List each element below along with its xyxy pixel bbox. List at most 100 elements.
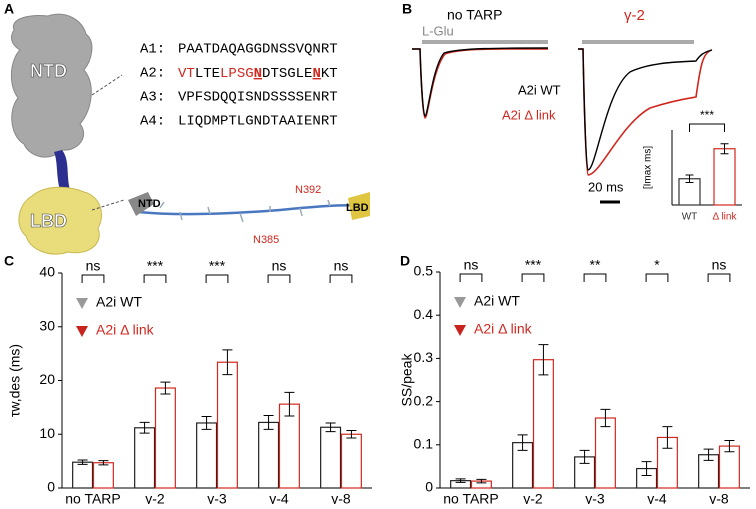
x-tick-label: γ-2: [523, 491, 543, 504]
sig-bracket: [267, 274, 291, 283]
error-bar: [685, 174, 694, 183]
bar: [72, 461, 94, 489]
structure-label: LBD: [346, 202, 369, 214]
x-tick-label: no TARP: [65, 491, 121, 504]
ntd-model: [128, 192, 154, 216]
sig-bracket: [329, 274, 353, 283]
error-bar: [263, 414, 274, 430]
seq-text: VTLTELPSGNDTSGLENKT: [178, 66, 338, 82]
y-axis-label: [Imax ms]: [643, 146, 654, 190]
structure-label: N385: [253, 234, 279, 246]
seq-label: A3:: [140, 90, 165, 106]
x-tick-label: no TARP: [443, 491, 499, 504]
panel-label: C: [4, 253, 14, 269]
y-tick-label: 0.4: [414, 306, 434, 322]
sig-bracket: [521, 273, 545, 282]
y-axis-label: SS/peak: [399, 353, 415, 407]
x-tick-label: γ-8: [709, 491, 729, 504]
x-tick-label: γ-3: [207, 491, 227, 504]
seq-seg: LTE: [195, 66, 220, 82]
error-bar: [222, 349, 233, 376]
x-tick-label: γ-2: [145, 491, 165, 504]
legend-marker: [76, 298, 88, 309]
sig-label: ***: [147, 258, 164, 274]
error-bar: [517, 434, 528, 451]
zoom-line: [91, 74, 123, 96]
x-tick-label: γ-4: [647, 491, 667, 504]
error-bar: [579, 449, 590, 464]
panel-label: B: [402, 1, 412, 17]
seq-seg: N: [254, 66, 262, 82]
ntd-surface: [11, 13, 93, 158]
sig-bracket: [707, 273, 731, 282]
agonist-label: L-Glu: [422, 23, 454, 38]
bar: [594, 417, 616, 489]
linker: [54, 150, 71, 196]
error-bar: [98, 460, 109, 466]
bar: [320, 426, 342, 489]
legend-label: A2i Δ link: [96, 322, 155, 338]
side-chains: [159, 199, 331, 223]
y-tick-label: 0.3: [414, 349, 434, 365]
sig-label: ***: [525, 257, 542, 273]
trace-title: no TARP: [447, 7, 503, 23]
error-bar: [720, 143, 729, 155]
seq-seg: KT: [321, 66, 338, 82]
legend-marker: [76, 326, 88, 337]
sig-label: ns: [86, 258, 101, 274]
y-tick-label: 0: [425, 479, 433, 495]
y-tick-label: 10: [39, 425, 55, 441]
error-bar: [346, 429, 357, 439]
sig-bracket: [459, 273, 483, 282]
seq-text: VPFSDQQISNDSSSSENRT: [178, 90, 338, 106]
sig-label: ns: [464, 257, 479, 273]
y-tick-label: 0.2: [414, 392, 434, 408]
x-tick-label: γ-3: [585, 491, 605, 504]
domain-label: LBD: [30, 211, 67, 231]
error-bar: [201, 416, 212, 430]
sig-label: **: [590, 257, 601, 273]
y-tick-label: 20: [39, 371, 55, 387]
sig-bracket: [81, 274, 105, 283]
bar: [532, 359, 554, 489]
structure-label: NTD: [138, 198, 161, 210]
y-axis-label: τw,des (ms): [7, 344, 23, 417]
bar: [278, 403, 300, 489]
error-bar: [538, 344, 549, 376]
error-bar: [160, 381, 171, 395]
structure-label: N392: [295, 184, 321, 196]
lbd-surface: [18, 186, 102, 255]
sig-bracket: [143, 274, 167, 283]
trace-legend: A2i Δ link: [502, 107, 556, 122]
error-bar: [77, 459, 88, 465]
bar: [718, 445, 740, 489]
seq-seg: DTSGLE: [262, 66, 312, 82]
sequences: A1: PAATDAQAGGDNSSVQNRT A2: VTLTELPSGNDT…: [140, 42, 338, 130]
sig-bracket: [205, 274, 229, 283]
seq-seg: N: [312, 66, 320, 82]
protein-structure: NTD LBD N392 N385: [11, 13, 370, 255]
sig-label: ***: [209, 258, 226, 274]
sig-label: ns: [712, 257, 727, 273]
error-bar: [455, 478, 466, 483]
seq-text: PAATDAQAGGDNSSVQNRT: [178, 42, 338, 58]
legend-label: A2i Δ link: [474, 321, 533, 337]
seq-text: LIQDMPTLGNDTAAIENRT: [178, 114, 338, 130]
bar: [340, 433, 362, 489]
y-tick-label: 0.1: [414, 436, 434, 452]
error-bar: [325, 422, 336, 433]
legend-marker: [454, 325, 466, 336]
x-tick-label: Δ link: [713, 212, 738, 223]
seq-seg: VT: [178, 66, 195, 82]
lbd-model: [348, 192, 370, 220]
y-tick-label: 0.5: [414, 263, 434, 279]
sig-label: *: [654, 257, 660, 273]
seq-label: A4:: [140, 114, 165, 130]
seq-label: A2:: [140, 66, 165, 82]
trace-legend: A2i WT: [518, 82, 561, 97]
linker-model: [137, 203, 363, 216]
bar: [92, 462, 114, 489]
legend-label: A2i WT: [474, 293, 520, 309]
panel-label: A: [4, 1, 14, 17]
